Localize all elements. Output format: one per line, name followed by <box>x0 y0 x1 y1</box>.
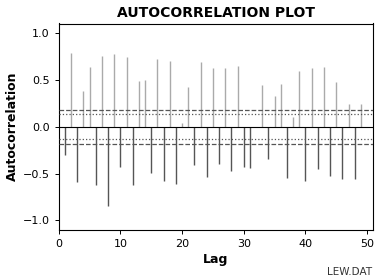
Text: LEW.DAT: LEW.DAT <box>327 267 372 277</box>
X-axis label: Lag: Lag <box>203 253 229 266</box>
Title: AUTOCORRELATION PLOT: AUTOCORRELATION PLOT <box>117 6 315 20</box>
Y-axis label: Autocorrelation: Autocorrelation <box>6 72 19 181</box>
